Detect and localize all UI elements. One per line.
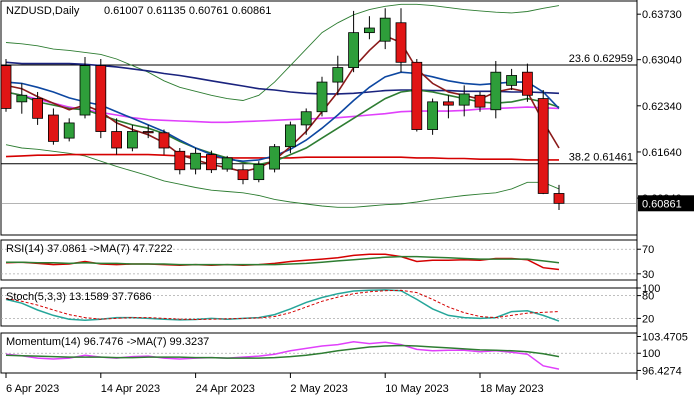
indicator-title-2: Stoch(5,3,3) 13.1589 37.7686 xyxy=(6,291,152,303)
bullish-candle-body xyxy=(253,164,265,181)
bearish-candle-body xyxy=(237,169,249,181)
bullish-candle-body xyxy=(300,111,312,126)
candles xyxy=(0,8,565,210)
indicator-tick-label: 70 xyxy=(642,244,654,256)
price-tick-label: 0.63040 xyxy=(642,55,682,67)
indicator-3-series-2 xyxy=(5,344,560,359)
bullish-candle-body xyxy=(190,152,202,170)
bearish-candle-body xyxy=(95,65,107,132)
bullish-candle-body xyxy=(127,131,138,149)
bullish-candle-body xyxy=(427,101,439,130)
price-tick-label: 0.62340 xyxy=(642,101,682,113)
indicator-tick-label: 96.4274 xyxy=(642,365,682,377)
bullish-candle-body xyxy=(490,71,502,111)
bearish-candle-body xyxy=(205,154,217,171)
bullish-candle-body xyxy=(332,67,344,83)
bearish-candle-body xyxy=(32,98,43,119)
bullish-candle-body xyxy=(458,93,470,106)
bullish-candle-body xyxy=(363,27,375,34)
indicator-tick-label: 100 xyxy=(642,283,660,295)
indicator-1-series-1 xyxy=(5,253,560,271)
bullish-candle-body xyxy=(379,17,391,42)
bearish-candle-body xyxy=(474,94,486,108)
bearish-candle-body xyxy=(174,150,186,171)
bearish-candle-body xyxy=(411,61,423,130)
date-tick-label: 24 Apr 2023 xyxy=(196,383,255,395)
bearish-candle-body xyxy=(111,131,122,149)
bullish-candle-body xyxy=(284,124,296,148)
bearish-candle-body xyxy=(553,193,565,204)
date-tick-label: 10 May 2023 xyxy=(385,383,449,395)
current-price-box xyxy=(638,195,694,212)
bullish-candle-body xyxy=(316,81,328,113)
fib-level-label: 38.2 0.61461 xyxy=(569,152,633,164)
band-lower-line xyxy=(5,144,560,208)
bearish-candle-body xyxy=(158,132,170,149)
bullish-candle-body xyxy=(506,75,518,86)
bullish-candle-body xyxy=(348,32,360,68)
indicator-2-series-2 xyxy=(5,289,560,321)
indicator-tick-label: 20 xyxy=(642,313,654,325)
bearish-candle-body xyxy=(0,65,12,109)
bearish-candle-body xyxy=(48,114,59,142)
date-tick-label: 14 Apr 2023 xyxy=(101,383,160,395)
indicator-1-series-2 xyxy=(6,255,560,266)
bearish-candle-body xyxy=(537,98,549,194)
indicator-title-1: RSI(14) 37.0861 ->MA(7) 47.7222 xyxy=(6,243,173,255)
date-tick-label: 6 Apr 2023 xyxy=(6,383,59,395)
bearish-candle-body xyxy=(395,22,407,63)
bullish-candle-body xyxy=(16,94,28,103)
indicator-2-series-1 xyxy=(5,289,560,322)
date-tick-label: 18 May 2023 xyxy=(480,383,544,395)
indicator-title-3: Momentum(14) 96.7476 ->MA(7) 99.3237 xyxy=(6,336,209,348)
price-tick-label: 0.63730 xyxy=(642,9,682,21)
bullish-candle-body xyxy=(269,146,281,170)
text-labels: NZDUSD,Daily 0.61007 0.61135 0.60761 0.60… xyxy=(6,5,694,395)
bearish-candle-body xyxy=(142,131,154,134)
indicator-lines xyxy=(5,253,560,370)
bullish-candle-body xyxy=(221,157,233,170)
indicator-tick-label: 80 xyxy=(642,291,654,303)
band-lines xyxy=(5,3,560,208)
ohlc-readout: 0.61007 0.61135 0.60761 0.60861 xyxy=(104,5,271,17)
date-tick-label: 2 May 2023 xyxy=(290,383,347,395)
bullish-candle-body xyxy=(63,122,75,139)
indicator-tick-label: 30 xyxy=(642,269,654,281)
bullish-candle-body xyxy=(79,65,91,116)
bearish-candle-body xyxy=(442,101,454,106)
level-lines xyxy=(1,64,637,354)
price-tick-label: 0.61640 xyxy=(642,147,682,159)
band-upper-line xyxy=(5,3,560,101)
indicator-tick-label: 103.4705 xyxy=(642,332,688,344)
bearish-candle-body xyxy=(522,71,533,96)
current-price-label: 0.60861 xyxy=(642,198,682,210)
indicator-tick-label: 100 xyxy=(642,348,660,360)
chart-title: NZDUSD,Daily xyxy=(6,5,80,17)
fib-level-label: 23.6 0.62959 xyxy=(569,53,633,65)
